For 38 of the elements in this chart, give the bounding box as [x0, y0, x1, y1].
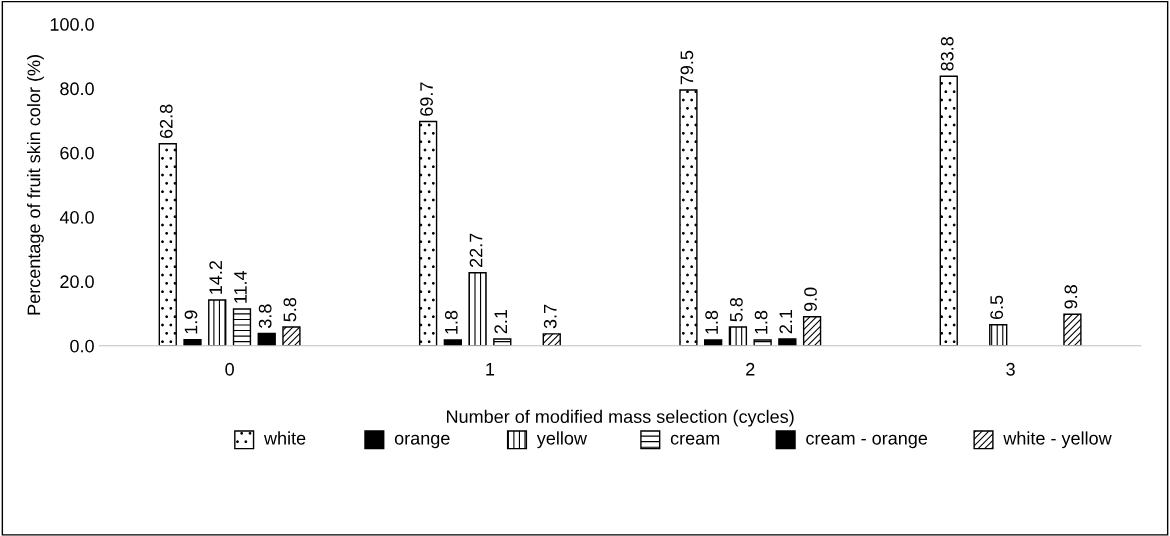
x-tick-label: 0 [225, 362, 234, 376]
x-tick-label: 3 [1006, 362, 1015, 376]
legend-label: orange [394, 434, 450, 449]
legend-label: yellow [536, 431, 588, 449]
y-tick-label: 40.0 [59, 211, 94, 224]
data-label: 6.5 [990, 295, 1004, 320]
data-label: 9.8 [1064, 285, 1078, 309]
data-label: 1.8 [754, 310, 768, 334]
x-axis-title: Number of modified mass selection (cycles) [447, 409, 794, 427]
data-label: 69.7 [420, 82, 433, 116]
data-label: 83.8 [940, 37, 954, 71]
data-label: 14.2 [209, 260, 222, 294]
y-axis-title: Percentage of fruit skin color (%) [27, 55, 44, 315]
data-label: 5.8 [283, 297, 297, 322]
legend-label: white [263, 431, 306, 445]
data-label: 11.4 [234, 270, 247, 303]
y-tick-label: 0.0 [70, 339, 94, 353]
y-tick-label: 60.0 [60, 146, 94, 160]
data-label: 1.8 [705, 310, 719, 334]
y-tick-label: 20.0 [60, 275, 94, 289]
y-tick-label: 100.0 [50, 18, 94, 31]
data-label: 9.0 [804, 287, 817, 312]
data-label: 62.8 [159, 104, 173, 139]
legend-label: white - yellow [1003, 431, 1112, 449]
legend-label: cream - orange [806, 434, 928, 449]
data-label: 5.8 [729, 297, 743, 322]
x-tick-label: 2 [746, 362, 755, 376]
data-label: 1.9 [184, 310, 198, 334]
data-label: 3.8 [258, 304, 272, 328]
legend-label: cream [670, 434, 720, 445]
data-label: 2.1 [494, 309, 507, 334]
data-label: 79.5 [680, 50, 694, 85]
data-label: 22.7 [469, 233, 483, 267]
y-tick-label: 80.0 [60, 82, 94, 96]
data-label: 2.1 [779, 309, 793, 334]
data-label: 1.8 [444, 310, 458, 334]
data-label: 3.7 [543, 304, 557, 329]
x-tick-label: 1 [486, 363, 495, 376]
